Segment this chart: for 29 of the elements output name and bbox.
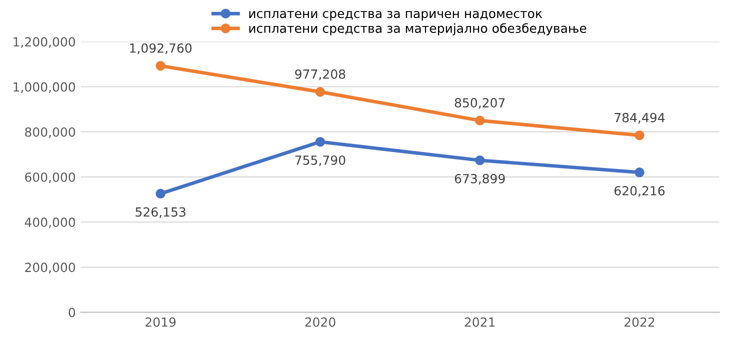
x-tick-label: 2019 — [146, 317, 176, 327]
data-label: 784,494 — [614, 112, 665, 124]
point — [315, 136, 326, 147]
legend-label: исплатени средства за паричен надоместок — [249, 10, 542, 21]
x-tick-label: 2022 — [624, 317, 654, 327]
data-label: 850,207 — [454, 98, 505, 109]
data-label: 1,092,760 — [130, 43, 192, 54]
data-label: 526,153 — [136, 207, 186, 218]
point — [156, 188, 166, 198]
y-tick-label: 1,200,000 — [14, 37, 76, 48]
y-tick-label: 800,000 — [25, 127, 76, 138]
y-tick-label: 200,000 — [25, 262, 76, 274]
point — [156, 60, 166, 71]
point — [315, 87, 326, 97]
point — [634, 130, 644, 140]
y-tick-label: 0 — [68, 308, 76, 318]
point — [474, 155, 485, 166]
x-tick-label: 2021 — [464, 317, 495, 327]
point — [634, 168, 644, 178]
data-label: 977,208 — [295, 69, 346, 80]
y-tick-label: 600,000 — [25, 172, 76, 184]
legend-label: исплатени средства за материјално обезбедување — [249, 23, 586, 36]
x-tick-label: 2020 — [305, 317, 336, 327]
data-label: 673,899 — [454, 174, 505, 185]
y-tick-label: 1,000,000 — [14, 82, 76, 93]
point — [474, 116, 485, 126]
y-tick-label: 400,000 — [24, 218, 76, 228]
data-label: 755,790 — [295, 155, 346, 166]
data-label: 620,216 — [614, 186, 665, 197]
